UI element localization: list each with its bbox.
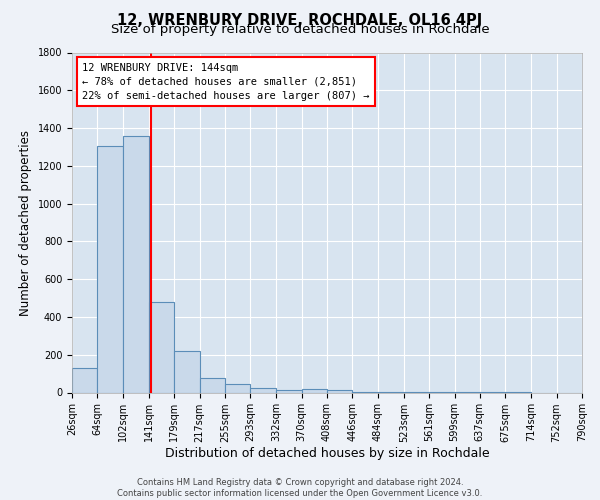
- Bar: [174, 351, 200, 393]
- Bar: [97, 146, 123, 392]
- Text: Contains HM Land Registry data © Crown copyright and database right 2024.
Contai: Contains HM Land Registry data © Crown c…: [118, 478, 482, 498]
- Bar: [327, 390, 352, 392]
- Bar: [199, 378, 225, 392]
- Bar: [225, 384, 250, 392]
- Bar: [149, 302, 174, 392]
- Bar: [302, 388, 327, 392]
- Bar: [72, 368, 97, 392]
- Text: 12 WRENBURY DRIVE: 144sqm
← 78% of detached houses are smaller (2,851)
22% of se: 12 WRENBURY DRIVE: 144sqm ← 78% of detac…: [82, 62, 370, 100]
- Text: Size of property relative to detached houses in Rochdale: Size of property relative to detached ho…: [110, 24, 490, 36]
- X-axis label: Distribution of detached houses by size in Rochdale: Distribution of detached houses by size …: [164, 448, 490, 460]
- Bar: [276, 390, 302, 392]
- Bar: [250, 388, 276, 392]
- Bar: [123, 136, 149, 392]
- Y-axis label: Number of detached properties: Number of detached properties: [19, 130, 32, 316]
- Text: 12, WRENBURY DRIVE, ROCHDALE, OL16 4PJ: 12, WRENBURY DRIVE, ROCHDALE, OL16 4PJ: [118, 12, 482, 28]
